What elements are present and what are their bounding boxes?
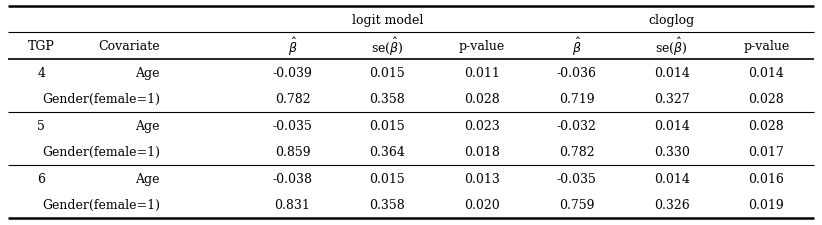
Text: 0.017: 0.017	[749, 146, 784, 159]
Text: 0.364: 0.364	[369, 146, 405, 159]
Text: TGP: TGP	[28, 40, 55, 53]
Text: 0.759: 0.759	[559, 198, 594, 211]
Text: 0.028: 0.028	[749, 93, 784, 106]
Text: $\hat{\beta}$: $\hat{\beta}$	[572, 35, 582, 57]
Text: 0.326: 0.326	[653, 198, 690, 211]
Text: 0.018: 0.018	[464, 146, 500, 159]
Text: $\hat{\beta}$: $\hat{\beta}$	[288, 35, 298, 57]
Text: Gender(female=1): Gender(female=1)	[42, 198, 159, 211]
Text: -0.036: -0.036	[556, 66, 597, 79]
Text: 0.859: 0.859	[275, 146, 311, 159]
Text: -0.039: -0.039	[273, 66, 312, 79]
Text: 6: 6	[37, 172, 45, 185]
Text: 4: 4	[37, 66, 45, 79]
Text: logit model: logit model	[352, 14, 423, 27]
Text: se($\hat{\beta}$): se($\hat{\beta}$)	[655, 35, 688, 57]
Text: 5: 5	[38, 119, 45, 132]
Text: 0.013: 0.013	[464, 172, 500, 185]
Text: -0.032: -0.032	[557, 119, 597, 132]
Text: 0.014: 0.014	[653, 66, 690, 79]
Text: -0.035: -0.035	[273, 119, 312, 132]
Text: 0.330: 0.330	[653, 146, 690, 159]
Text: -0.035: -0.035	[557, 172, 597, 185]
Text: 0.014: 0.014	[653, 172, 690, 185]
Text: Covariate: Covariate	[99, 40, 159, 53]
Text: 0.016: 0.016	[749, 172, 784, 185]
Text: p-value: p-value	[743, 40, 789, 53]
Text: 0.015: 0.015	[369, 119, 405, 132]
Text: 0.782: 0.782	[275, 93, 311, 106]
Text: Age: Age	[136, 119, 159, 132]
Text: cloglog: cloglog	[649, 14, 695, 27]
Text: Gender(female=1): Gender(female=1)	[42, 93, 159, 106]
Text: 0.014: 0.014	[653, 119, 690, 132]
Text: Age: Age	[136, 172, 159, 185]
Text: 0.028: 0.028	[749, 119, 784, 132]
Text: Gender(female=1): Gender(female=1)	[42, 146, 159, 159]
Text: se($\hat{\beta}$): se($\hat{\beta}$)	[371, 35, 404, 57]
Text: -0.038: -0.038	[273, 172, 312, 185]
Text: 0.358: 0.358	[369, 198, 405, 211]
Text: 0.014: 0.014	[749, 66, 784, 79]
Text: 0.782: 0.782	[559, 146, 594, 159]
Text: 0.358: 0.358	[369, 93, 405, 106]
Text: p-value: p-value	[459, 40, 506, 53]
Text: 0.015: 0.015	[369, 172, 405, 185]
Text: 0.028: 0.028	[464, 93, 500, 106]
Text: 0.015: 0.015	[369, 66, 405, 79]
Text: 0.023: 0.023	[464, 119, 500, 132]
Text: 0.831: 0.831	[275, 198, 311, 211]
Text: 0.020: 0.020	[464, 198, 500, 211]
Text: Age: Age	[136, 66, 159, 79]
Text: 0.011: 0.011	[464, 66, 500, 79]
Text: 0.327: 0.327	[653, 93, 690, 106]
Text: 0.719: 0.719	[559, 93, 594, 106]
Text: 0.019: 0.019	[749, 198, 784, 211]
